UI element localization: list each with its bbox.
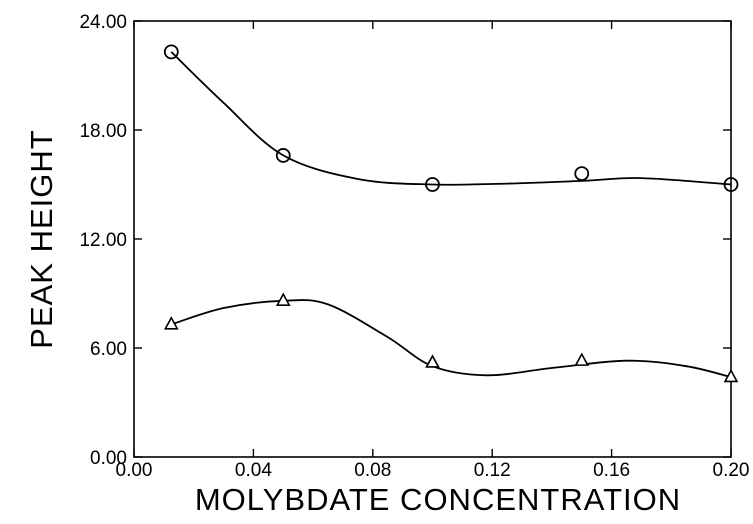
- triangle-point: [574, 352, 590, 366]
- series-2-fit-line: [171, 299, 732, 378]
- y-tick-label: 0.00: [90, 448, 127, 469]
- x-tick-label: 0.00: [116, 460, 153, 481]
- y-tick-label: 24.00: [79, 12, 127, 33]
- circle-point: [723, 177, 739, 192]
- x-tick-label: 0.16: [593, 460, 630, 481]
- series-1-fit-line: [170, 51, 732, 186]
- triangle-point: [163, 316, 179, 330]
- x-axis-title: MOLYBDATE CONCENTRATION: [195, 482, 681, 517]
- plot-frame: [133, 20, 732, 458]
- triangle-point: [275, 292, 291, 306]
- circle-point: [275, 148, 291, 163]
- triangle-point: [723, 368, 739, 383]
- x-tick-label: 0.04: [235, 460, 272, 481]
- triangle-point: [425, 354, 440, 368]
- y-tick-label: 12.00: [79, 230, 127, 251]
- circle-point: [574, 166, 590, 182]
- y-axis-title: PEAK HEIGHT: [24, 129, 59, 348]
- x-tick-label: 0.20: [713, 460, 750, 481]
- y-tick-label: 6.00: [90, 339, 127, 360]
- circle-point: [425, 177, 440, 192]
- x-tick-label: 0.08: [354, 460, 391, 481]
- x-tick-label: 0.12: [474, 460, 511, 481]
- circle-point: [163, 44, 179, 60]
- y-tick-label: 18.00: [79, 121, 127, 142]
